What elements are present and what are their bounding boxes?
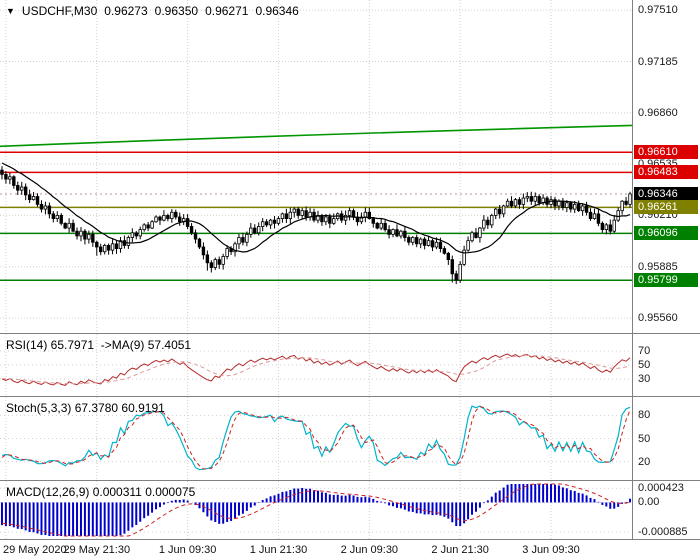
price-chart-canvas[interactable] — [0, 0, 632, 333]
indicator-axis-label: 70 — [638, 345, 651, 357]
stochastic-panel: Stoch(5,3,3) 67.3780 60.9191 80 50 20 — [0, 397, 700, 480]
macd-panel: MACD(12,26,9) 0.000311 0.000075 0.000423… — [0, 481, 700, 539]
macd-axis: 0.000423 0.00 -0.000885 — [632, 481, 700, 539]
rsi-chart-canvas[interactable] — [0, 334, 632, 396]
indicator-axis-label: 30 — [638, 373, 651, 385]
price-level-badge: 0.96346 — [634, 186, 698, 201]
panel-separator[interactable] — [0, 480, 700, 481]
price-panel: ▼ USDCHF,M30 0.96273 0.96350 0.96271 0.9… — [0, 0, 700, 333]
time-axis-label: 1 Jun 21:30 — [249, 544, 308, 556]
stochastic-chart-area[interactable] — [0, 397, 632, 480]
time-axis-label: 2 Jun 21:30 — [431, 544, 489, 556]
time-axis-label: 1 Jun 09:30 — [158, 544, 217, 556]
indicator-axis-label: 80 — [638, 409, 651, 422]
price-axis-label: 0.97510 — [638, 4, 678, 17]
price-axis-label: 0.97185 — [638, 55, 678, 68]
indicator-axis-label: 50 — [638, 432, 651, 445]
price-level-badge: 0.96096 — [634, 226, 698, 241]
price-axis: 0.97510 0.97185 0.96860 0.96535 0.96210 0.958… — [632, 0, 700, 333]
price-level-badge: 0.95799 — [634, 273, 698, 288]
symbol-dropdown-icon[interactable]: ▼ — [6, 6, 15, 16]
panel-separator[interactable] — [0, 333, 700, 334]
time-axis-label: 29 May 2020 — [3, 544, 67, 556]
time-axis: 29 May 2020 29 May 21:30 1 Jun 09:30 1 Jun … — [0, 540, 700, 560]
indicator-axis-label: 50 — [638, 359, 651, 371]
rsi-axis: 70 50 30 — [632, 334, 700, 396]
stochastic-axis: 80 50 20 — [632, 397, 700, 480]
price-axis-label: 0.95885 — [638, 260, 678, 273]
stochastic-chart-canvas[interactable] — [0, 397, 632, 480]
price-axis-label: 0.96860 — [638, 106, 678, 119]
rsi-panel: RSI(14) 65.7971 ->MA(9) 57.4051 70 50 30 — [0, 334, 700, 396]
indicator-axis-label: 0.00 — [638, 496, 660, 509]
price-chart-area[interactable] — [0, 0, 632, 333]
price-level-badge: 0.96610 — [634, 145, 698, 160]
indicator-axis-label: -0.000885 — [638, 526, 688, 539]
indicator-axis-label: 0.000423 — [638, 482, 684, 495]
panel-separator[interactable] — [0, 396, 700, 397]
time-axis-label: 2 Jun 09:30 — [340, 544, 399, 556]
rsi-chart-area[interactable] — [0, 334, 632, 396]
time-axis-label: 29 May 21:30 — [63, 544, 131, 556]
time-axis-label: 3 Jun 09:30 — [522, 544, 580, 556]
macd-chart-area[interactable] — [0, 481, 632, 539]
price-axis-label: 0.95560 — [638, 312, 678, 324]
macd-chart-canvas[interactable] — [0, 481, 632, 539]
price-level-badge: 0.96261 — [634, 200, 698, 215]
price-level-badge: 0.96483 — [634, 165, 698, 180]
panel-separator[interactable] — [0, 539, 700, 540]
indicator-axis-label: 20 — [638, 455, 651, 468]
